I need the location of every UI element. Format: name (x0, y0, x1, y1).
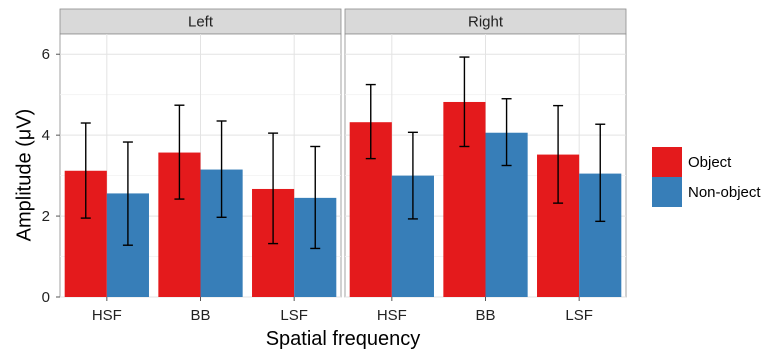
x-tick-label-hsf: HSF (377, 307, 407, 324)
strip-label-right: Right (468, 13, 504, 30)
error-bar-non-object-hsf (407, 131, 418, 220)
legend-key-non-object (652, 177, 682, 207)
error-bar-object-hsf (365, 83, 376, 160)
error-bar-object-hsf (80, 122, 91, 219)
x-tick-label-hsf: HSF (92, 307, 122, 324)
error-bar-non-object-bb (501, 98, 512, 167)
y-tick-label: 2 (42, 208, 50, 225)
error-bar-object-lsf (553, 104, 564, 204)
legend: Object Non-object (652, 147, 761, 207)
error-bar-non-object-lsf (310, 145, 321, 250)
error-bar-object-lsf (268, 132, 279, 245)
strip-background (59, 8, 342, 35)
strip-background (344, 8, 627, 35)
x-axis-title: Spatial frequency (266, 328, 421, 350)
legend-key-object (652, 147, 682, 177)
panel-left: Left HSF BB LSF 0 2 4 6 (42, 8, 342, 324)
x-tick-label-bb: BB (475, 307, 495, 324)
panel-right: Right HSF BB LSF (344, 8, 627, 324)
error-bar-non-object-lsf (595, 123, 606, 223)
y-axis-title: Amplitude (μV) (13, 109, 35, 242)
legend-label-object: Object (688, 154, 732, 171)
y-tick-label: 6 (42, 46, 50, 63)
error-bar-object-bb (174, 104, 185, 200)
error-bar-object-bb (459, 56, 470, 148)
x-tick-label-lsf: LSF (280, 307, 308, 324)
x-tick-label-bb: BB (190, 307, 210, 324)
y-tick-label: 4 (42, 127, 50, 144)
x-tick-label-lsf: LSF (565, 307, 593, 324)
y-tick-label: 0 (42, 289, 50, 306)
strip-label-left: Left (188, 13, 214, 30)
plot-panels: Left HSF BB LSF 0 2 4 6 Right HSF BB LSF (42, 8, 627, 324)
y-axis-title-group: Amplitude (μV) (13, 109, 35, 242)
error-bar-non-object-hsf (122, 141, 133, 246)
error-bar-non-object-bb (216, 120, 227, 218)
legend-label-non-object: Non-object (688, 184, 761, 201)
